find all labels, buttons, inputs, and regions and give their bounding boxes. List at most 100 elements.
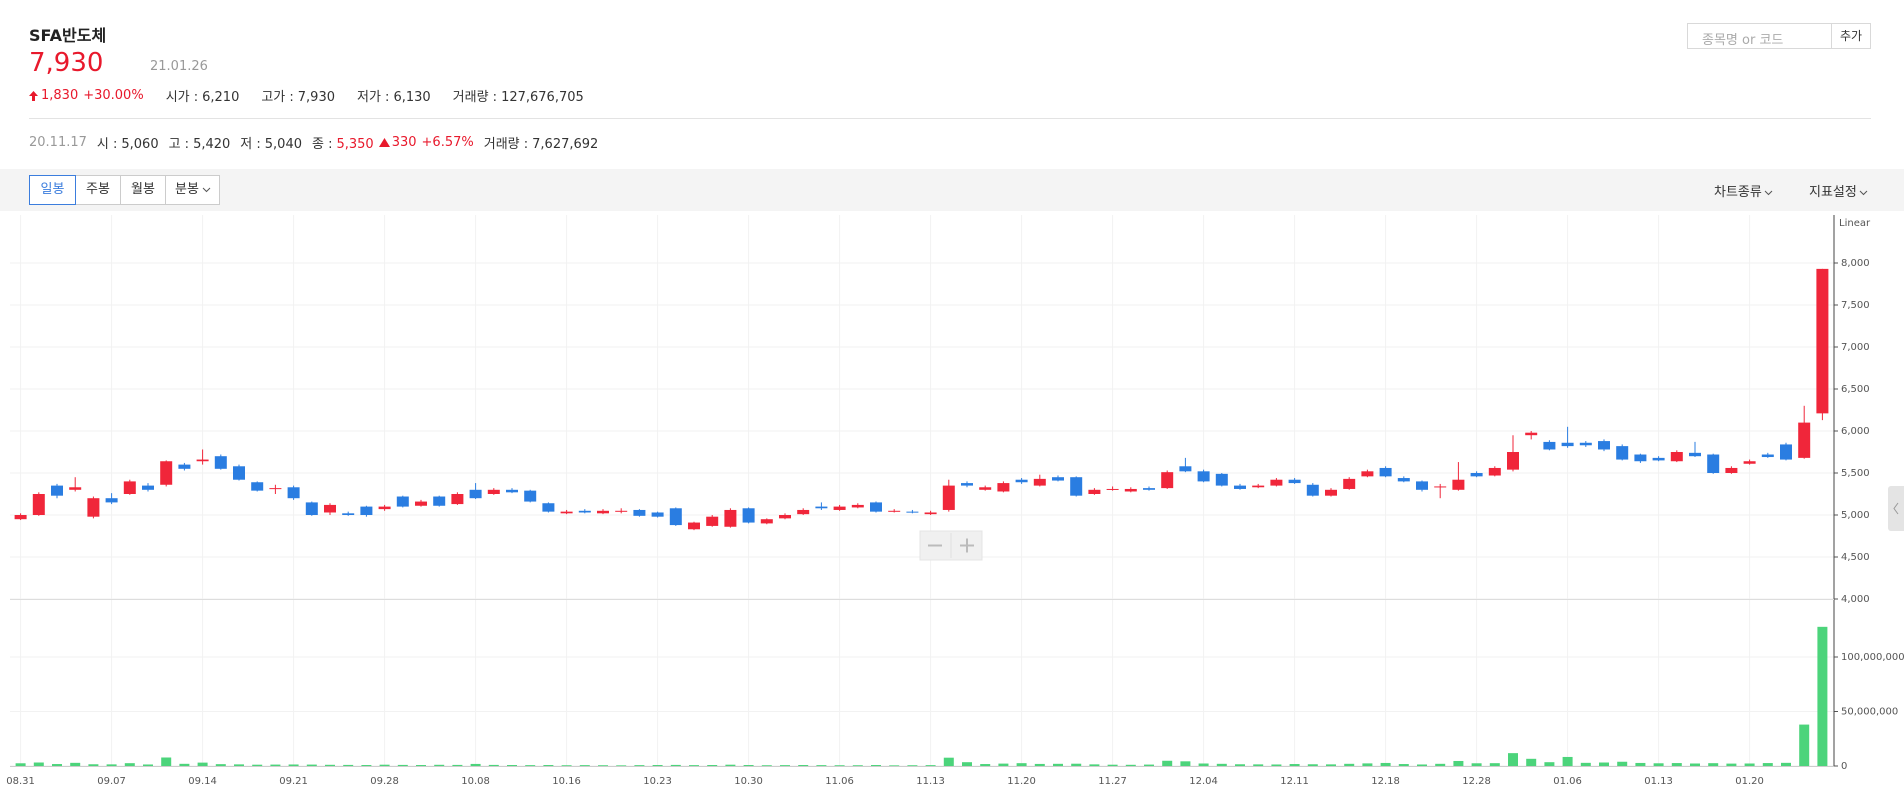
volume-bar (998, 763, 1009, 766)
candle-body (1397, 478, 1410, 482)
x-tick-label: 08.31 (6, 776, 35, 787)
candle-body (560, 511, 573, 514)
candle-body (524, 490, 537, 502)
candle-body (833, 506, 846, 510)
y-tick-label: 100,000,000 (1841, 652, 1904, 663)
y-tick-label: 0 (1841, 761, 1847, 772)
candle-body (1416, 481, 1428, 490)
volume-bar (488, 764, 499, 766)
stock-name: SFA반도체 (29, 26, 107, 45)
y-tick-label: 8,000 (1841, 258, 1870, 269)
volume-bar (1053, 763, 1063, 766)
volume-bar (1107, 764, 1118, 766)
x-tick-label: 11.06 (825, 776, 854, 787)
stat-label: 거래량 : (452, 90, 498, 105)
candle-body (1543, 441, 1556, 450)
volume-bar (616, 765, 627, 766)
y-tick-label: 7,500 (1841, 300, 1870, 311)
candle-body (706, 516, 719, 526)
volume-bar (234, 764, 244, 766)
chevron (1893, 502, 1899, 515)
candle-body (1452, 479, 1465, 490)
stat-label: 거래량 : (483, 137, 529, 152)
x-tick-label: 01.20 (1735, 776, 1764, 787)
volume-bar (1690, 763, 1700, 766)
stat-value: 6,130 (393, 90, 431, 105)
period-button[interactable]: 월봉 (120, 175, 166, 205)
candle-body (1270, 479, 1283, 486)
candle-body (69, 487, 82, 490)
candle-body (1616, 446, 1629, 460)
candle-body (342, 513, 355, 515)
volume-bar (379, 764, 390, 766)
y-tick-label: 4,000 (1841, 594, 1870, 605)
x-tick-label: 12.04 (1189, 776, 1218, 787)
candle-body (506, 489, 518, 493)
stat-value: 6,210 (202, 90, 240, 105)
volume-bar (1162, 760, 1173, 766)
candle-body (942, 485, 955, 510)
volume-bar (215, 764, 226, 766)
candle-body (14, 515, 27, 520)
candle-body (779, 515, 791, 519)
stat-value: 127,676,705 (501, 90, 584, 105)
volume-bar (725, 764, 736, 766)
candle-body (1179, 466, 1192, 472)
candle-body (797, 509, 810, 515)
candle-body (651, 512, 664, 517)
volume-bar (416, 765, 426, 766)
y-tick-label: 50,000,000 (1841, 707, 1898, 718)
volume-bar (634, 765, 645, 766)
candle-body (888, 510, 901, 512)
period-button[interactable]: 주봉 (75, 175, 121, 205)
candle-body (142, 485, 154, 490)
side-panel-tab[interactable] (1888, 486, 1904, 531)
volume-bar (1307, 764, 1318, 766)
stat-label: 시가 : (165, 90, 199, 105)
change: 1,830 (41, 88, 79, 103)
period-button[interactable]: 일봉 (29, 175, 76, 205)
period-button[interactable]: 분봉 (165, 175, 220, 205)
volume-bar (1435, 763, 1446, 766)
y-tick-label: 7,000 (1841, 342, 1870, 353)
candle-body (360, 506, 373, 515)
candle-body (1561, 442, 1574, 447)
volume-bar (1089, 764, 1100, 766)
candle-body (1379, 467, 1392, 477)
candle-body (542, 503, 555, 512)
candle-body (51, 485, 63, 496)
candle-body (1743, 461, 1756, 464)
candle-body (688, 522, 700, 530)
volume-bar (397, 764, 408, 766)
stat-label: 고가 : (261, 90, 294, 105)
candle-body (1579, 442, 1592, 446)
add-button[interactable]: 추가 (1831, 23, 1871, 49)
candle-body (1143, 488, 1155, 490)
candle-body (1507, 452, 1519, 470)
volume-bar (1471, 763, 1482, 766)
zoom-control[interactable] (919, 530, 983, 561)
search-input[interactable]: 종목명 or 코드 (1687, 23, 1832, 49)
candle-body (924, 512, 937, 515)
toolbar: 일봉 주봉 월봉 분봉 차트종류 지표설정 (0, 169, 1904, 211)
candle-body (578, 510, 591, 513)
candle-body (178, 464, 191, 469)
candle-body (597, 510, 609, 514)
stat-value: 5,350 (336, 137, 374, 152)
stat: 거래량 :127,676,705 (453, 86, 584, 105)
x-tick-label: 11.13 (916, 776, 945, 787)
volume-bar (1817, 626, 1828, 766)
volume-bar (743, 765, 754, 766)
volume-bar (707, 765, 718, 766)
candle-body (1725, 467, 1738, 473)
candlestick-chart: 08.31 09.07 09.14 09.21 09.28 10.08 10.16 10.23… (6, 215, 1904, 787)
candle-body (1252, 485, 1265, 488)
volume-bar (106, 764, 117, 766)
volume-bar (652, 765, 663, 766)
indicator-menu[interactable]: 지표설정 (1809, 181, 1868, 200)
volume-bar (1344, 763, 1355, 766)
chart-type-menu[interactable]: 차트종류 (1714, 181, 1773, 200)
stat-label: 고 : (168, 137, 190, 152)
x-tick-label: 10.30 (734, 776, 763, 787)
candle-body (1197, 471, 1210, 482)
